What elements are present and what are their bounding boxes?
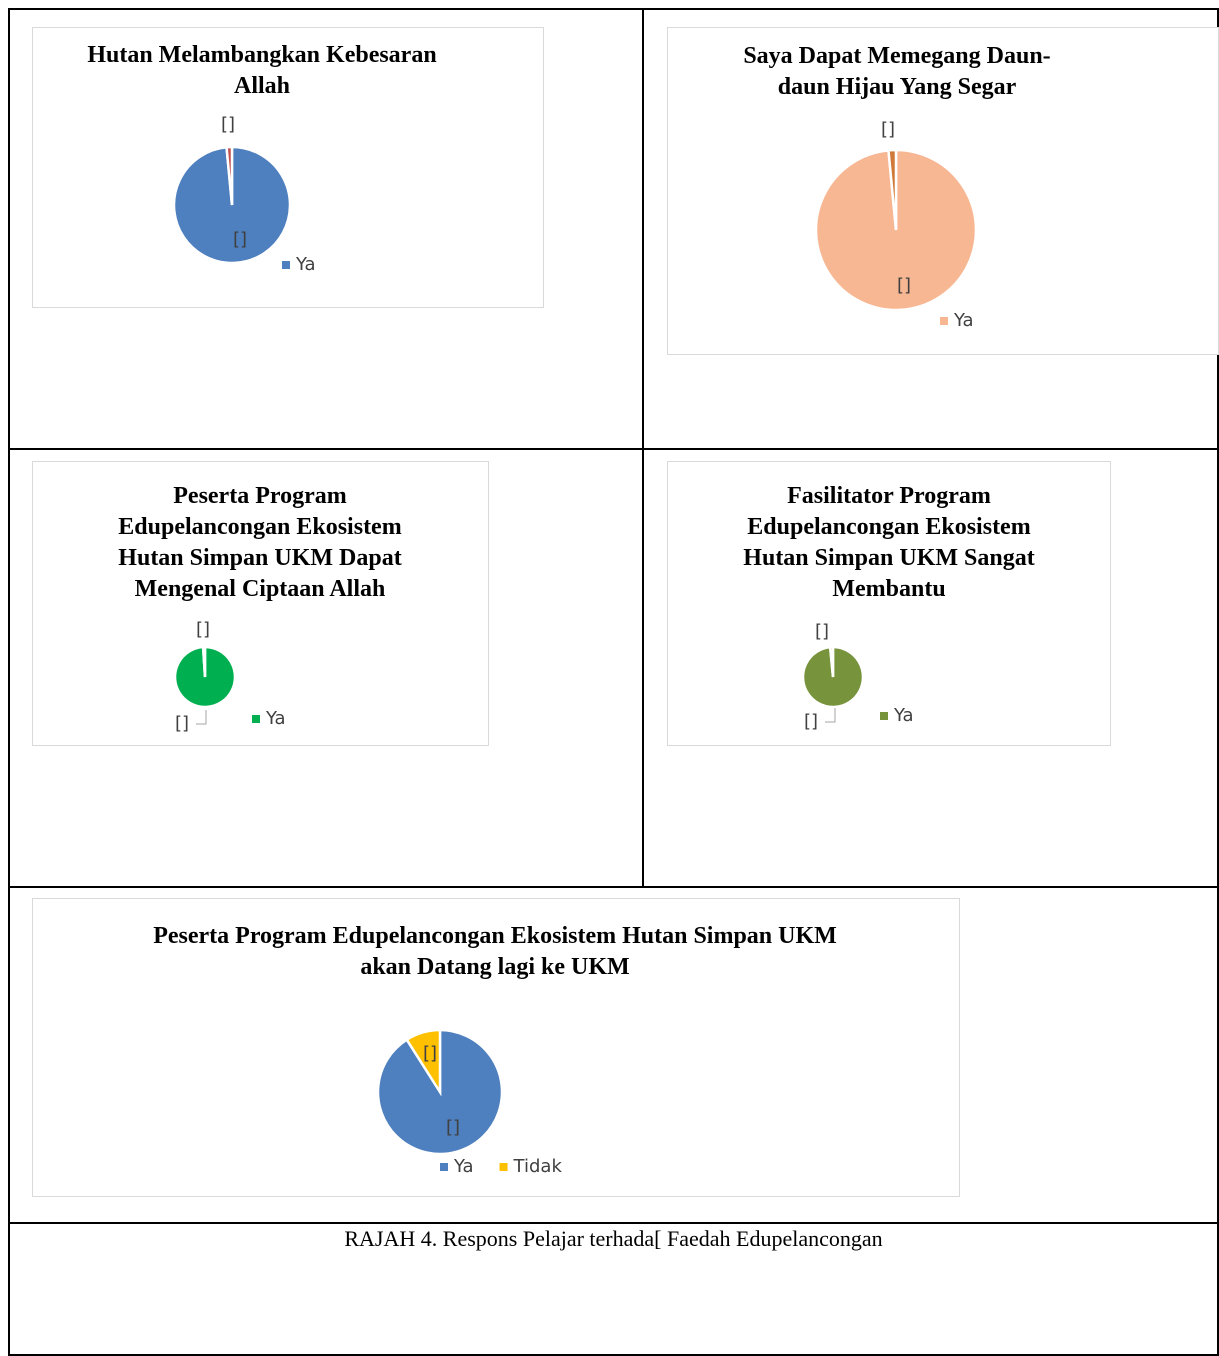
pie-slice — [887, 148, 898, 231]
table-border — [1217, 8, 1219, 1356]
legend-swatch — [940, 317, 948, 325]
legend-swatch — [499, 1163, 508, 1171]
pie-slice — [405, 1028, 442, 1097]
chart-frame — [32, 461, 489, 746]
table-border — [8, 8, 10, 1356]
legend-swatch — [252, 715, 260, 723]
chart-frame — [667, 461, 1111, 746]
legend-swatch — [880, 712, 888, 720]
legend-label: Ya — [265, 708, 286, 729]
chart-title: Saya Dapat Memegang Daun-daun Hijau Yang… — [743, 43, 1051, 100]
table-border — [8, 886, 1219, 888]
legend-label: Ya — [453, 1156, 474, 1177]
data-label: [] — [221, 114, 235, 135]
leader-line — [825, 708, 836, 723]
data-label: [] — [881, 119, 895, 140]
chart-frame — [32, 898, 960, 1197]
chart-title: Fasilitator Program Edupelancongan Ekosi… — [743, 483, 1035, 602]
caption: RAJAH 4. Respons Pelajar terhada[ Faedah… — [344, 1226, 883, 1251]
data-label: [] — [196, 619, 210, 640]
table-border — [642, 8, 644, 887]
pie-slice — [201, 645, 207, 678]
data-label: [] — [804, 711, 818, 732]
data-label: [] — [423, 1043, 437, 1064]
legend-swatch — [282, 261, 290, 269]
legend-label: Ya — [295, 254, 316, 275]
table-border — [8, 8, 1219, 10]
legend-label: Tidak — [513, 1156, 563, 1177]
data-label: [] — [233, 229, 247, 250]
legend-label: Ya — [953, 310, 974, 331]
table-border — [8, 448, 1219, 450]
chart-title: Peserta Program Edupelancongan Ekosistem… — [118, 483, 402, 602]
chart-title: Hutan Melambangkan Kebesaran Allah — [87, 42, 437, 99]
data-label: [] — [446, 1117, 460, 1138]
pie-slice — [828, 645, 835, 678]
legend-label: Ya — [893, 705, 914, 726]
data-label: [] — [815, 621, 829, 642]
chart-title: Peserta Program Edupelancongan Ekosistem… — [153, 923, 837, 980]
data-label: [] — [897, 275, 911, 296]
pie-slice — [225, 145, 234, 206]
table-border — [8, 1222, 1219, 1224]
table-border — [8, 1354, 1219, 1356]
leader-line — [196, 710, 207, 725]
data-label: [] — [175, 713, 189, 734]
legend-swatch — [440, 1163, 448, 1171]
